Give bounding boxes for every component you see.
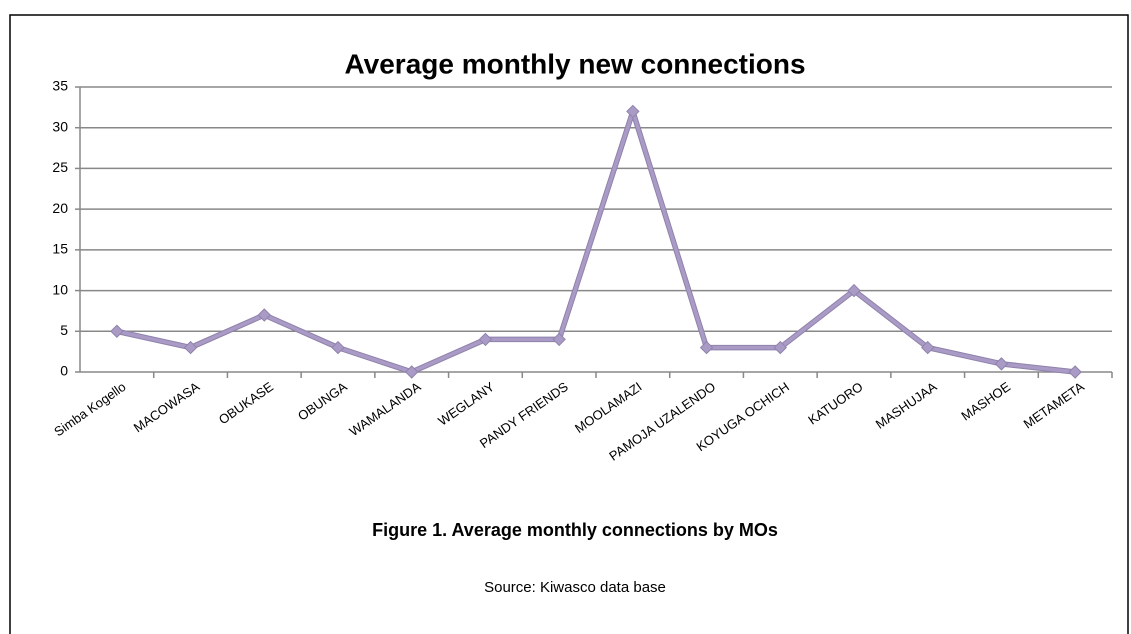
marker — [773, 340, 787, 355]
marker — [1068, 365, 1082, 379]
marker — [478, 332, 493, 347]
y-tick-label: 10 — [52, 281, 68, 297]
chart-title: Average monthly new connections — [344, 48, 805, 79]
x-tick-label: OBUKASE — [216, 379, 276, 428]
y-tick-label: 25 — [52, 159, 68, 175]
marker — [110, 324, 124, 338]
frame — [9, 14, 1129, 634]
x-tick-label: Simba Kogello — [51, 379, 128, 439]
marker — [847, 283, 861, 298]
x-tick-label: WAMALANDA — [347, 379, 424, 439]
y-tick-label: 30 — [52, 118, 68, 134]
x-tick-label: KATUORO — [805, 379, 865, 428]
marker — [552, 332, 566, 347]
marker — [994, 357, 1009, 371]
source: Source: Kiwasco data base — [484, 579, 666, 596]
marker — [626, 104, 640, 119]
x-tick-label: MASHUJAA — [873, 379, 940, 432]
x-tick-label: MASHOE — [958, 379, 1013, 424]
x-tick-label: METAMETA — [1021, 379, 1087, 432]
marker — [699, 340, 714, 355]
y-tick-label: 20 — [52, 200, 68, 216]
caption: Figure 1. Average monthly connections by… — [372, 520, 778, 540]
line — [116, 109, 1076, 374]
y-tick-label: 35 — [52, 78, 68, 94]
y-tick-label: 0 — [60, 363, 68, 379]
x-tick-label: OBUNGA — [295, 379, 350, 424]
x-tick-label: MOOLAMAZI — [572, 379, 645, 436]
x-tick-label: WEGLANY — [435, 379, 497, 429]
line-outline — [116, 108, 1076, 375]
y-tick-label: 5 — [60, 322, 68, 338]
marker — [257, 308, 271, 322]
marker — [331, 340, 345, 355]
marker — [183, 340, 198, 355]
marker — [921, 340, 935, 355]
marker — [405, 365, 419, 379]
y-tick-label: 15 — [52, 241, 68, 257]
x-tick-label: MACOWASA — [131, 379, 203, 436]
